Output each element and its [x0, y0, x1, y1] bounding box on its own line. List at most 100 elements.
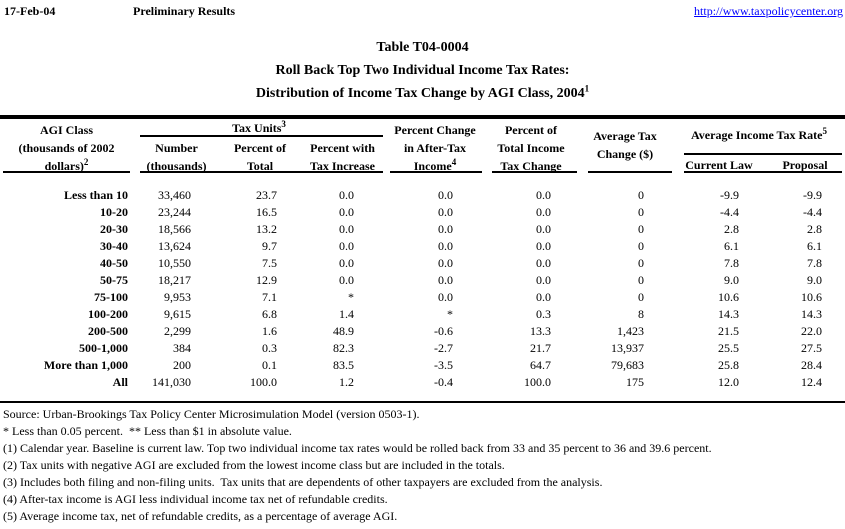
title-block: Table T04-0004 Roll Back Top Two Individ… — [0, 36, 845, 105]
cell-pct-total-change: 100.0 — [524, 375, 551, 389]
cell-current-law: -4.4 — [720, 205, 739, 219]
cell-pct-total-change: 64.7 — [530, 358, 551, 372]
cell-avg-change: 0 — [638, 222, 644, 236]
cell-pct-change-ati: * — [447, 307, 453, 321]
cell-agi: 40-50 — [100, 256, 128, 270]
cell-pct-change-ati: -0.4 — [434, 375, 453, 389]
cell-pct-change-ati: 0.0 — [438, 205, 453, 219]
col-group-header-average-income-tax-rate: Average Income Tax Rate5 — [691, 126, 827, 143]
cell-avg-change: 0 — [638, 256, 644, 270]
cell-number: 384 — [173, 341, 191, 355]
cell-pct-increase: 0.0 — [339, 205, 354, 219]
cell-proposal: 27.5 — [801, 341, 822, 355]
header-bottom-rule-after-tax-income — [390, 171, 482, 173]
table-row: Less than 10 33,460 23.7 0.0 0.0 0.0 0 -9.9 -9.9 — [0, 187, 845, 204]
footnote-line: (3) Includes both filing and non-filing … — [3, 475, 603, 489]
cell-agi: 30-40 — [100, 239, 128, 253]
cell-agi: 50-75 — [100, 273, 128, 287]
cell-pct-total-change: 0.3 — [536, 307, 551, 321]
table-row: 50-75 18,217 12.9 0.0 0.0 0.0 0 9.0 9.0 — [0, 272, 845, 289]
cell-pct-increase: 0.0 — [339, 256, 354, 270]
footnote-ref-4: 4 — [451, 157, 457, 167]
cell-pct-total: 23.7 — [256, 188, 277, 202]
footnote-line: (5) Average income tax, net of refundabl… — [3, 509, 398, 523]
cell-avg-change: 13,937 — [611, 341, 644, 355]
cell-pct-total-change: 0.0 — [536, 239, 551, 253]
footnote-ref-1: 1 — [584, 83, 590, 94]
header-bar: 17-Feb-04 Preliminary Results http://www… — [0, 0, 845, 18]
cell-proposal: -9.9 — [803, 188, 822, 202]
cell-proposal: 7.8 — [807, 256, 822, 270]
cell-avg-change: 0 — [638, 239, 644, 253]
table-row: 40-50 10,550 7.5 0.0 0.0 0.0 0 7.8 7.8 — [0, 255, 845, 272]
cell-pct-total-change: 13.3 — [530, 324, 551, 338]
footnotes: Source: Urban-Brookings Tax Policy Cente… — [0, 406, 845, 525]
header-bottom-rule-tax-units — [140, 171, 383, 173]
cell-pct-change-ati: -0.6 — [434, 324, 453, 338]
cell-current-law: 25.8 — [718, 358, 739, 372]
col-group-header-tax-units: Tax Units3 — [232, 119, 286, 136]
cell-pct-total: 7.5 — [262, 256, 277, 270]
footnote-line: Source: Urban-Brookings Tax Policy Cente… — [3, 407, 420, 421]
cell-proposal: 12.4 — [801, 375, 822, 389]
cell-pct-total: 100.0 — [250, 375, 277, 389]
cell-pct-total-change: 0.0 — [536, 290, 551, 304]
footnote-ref-3: 3 — [281, 119, 286, 129]
cell-avg-change: 8 — [638, 307, 644, 321]
header-bottom-rule-agi — [3, 171, 130, 173]
cell-pct-total: 9.7 — [262, 239, 277, 253]
website-link[interactable]: http://www.taxpolicycenter.org — [694, 4, 843, 18]
footnote-ref-5: 5 — [822, 126, 827, 136]
cell-pct-increase: 1.4 — [339, 307, 354, 321]
footnote-line: (2) Tax units with negative AGI are excl… — [3, 458, 505, 472]
table-row: 10-20 23,244 16.5 0.0 0.0 0.0 0 -4.4 -4.4 — [0, 204, 845, 221]
cell-pct-increase: 48.9 — [333, 324, 354, 338]
col-header-average-tax-change: Average Tax Change ($) — [593, 129, 657, 161]
cell-pct-total: 13.2 — [256, 222, 277, 236]
cell-proposal: -4.4 — [803, 205, 822, 219]
document-date: 17-Feb-04 — [4, 4, 56, 18]
table-number-title: Table T04-0004 — [376, 40, 469, 55]
cell-number: 9,953 — [164, 290, 191, 304]
cell-pct-total: 16.5 — [256, 205, 277, 219]
cell-current-law: 21.5 — [718, 324, 739, 338]
cell-proposal: 22.0 — [801, 324, 822, 338]
cell-current-law: 9.0 — [724, 273, 739, 287]
cell-agi: 500-1,000 — [79, 341, 128, 355]
cell-agi: 100-200 — [88, 307, 128, 321]
cell-number: 200 — [173, 358, 191, 372]
cell-proposal: 28.4 — [801, 358, 822, 372]
cell-current-law: 2.8 — [724, 222, 739, 236]
cell-pct-total: 7.1 — [262, 290, 277, 304]
table-bottom-rule — [0, 401, 845, 403]
cell-pct-total-change: 0.0 — [536, 188, 551, 202]
cell-pct-total-change: 0.0 — [536, 273, 551, 287]
table-subtitle: Roll Back Top Two Individual Income Tax … — [275, 63, 570, 78]
col-header-percent-of-total: Percent of Total — [233, 141, 287, 173]
footnote-ref-2: 2 — [83, 157, 89, 167]
cell-pct-increase: 83.5 — [333, 358, 354, 372]
cell-pct-increase: 0.0 — [339, 273, 354, 287]
cell-pct-total-change: 0.0 — [536, 256, 551, 270]
col-header-current-law: Current Law — [685, 158, 753, 172]
cell-agi: All — [112, 375, 128, 389]
cell-pct-total: 12.9 — [256, 273, 277, 287]
cell-proposal: 14.3 — [801, 307, 822, 321]
cell-avg-change: 0 — [638, 273, 644, 287]
col-header-number: Number (thousands) — [146, 141, 207, 173]
cell-avg-change: 175 — [626, 375, 644, 389]
cell-number: 9,615 — [164, 307, 191, 321]
tax-units-underline — [140, 135, 383, 137]
col-header-percent-change-after-tax-income: Percent Change in After-Tax Income4 — [394, 123, 476, 173]
cell-pct-total: 0.1 — [262, 358, 277, 372]
cell-pct-change-ati: 0.0 — [438, 239, 453, 253]
cell-proposal: 2.8 — [807, 222, 822, 236]
table-row: 30-40 13,624 9.7 0.0 0.0 0.0 0 6.1 6.1 — [0, 238, 845, 255]
header-bottom-rule-average-tax-change — [588, 171, 672, 173]
table-header: AGI Class (thousands of 2002 dollars)2 T… — [0, 119, 845, 173]
cell-pct-increase: 0.0 — [339, 239, 354, 253]
table-row: 75-100 9,953 7.1 * 0.0 0.0 0 10.6 10.6 — [0, 289, 845, 306]
cell-agi: 75-100 — [94, 290, 128, 304]
cell-number: 23,244 — [158, 205, 191, 219]
cell-current-law: -9.9 — [720, 188, 739, 202]
